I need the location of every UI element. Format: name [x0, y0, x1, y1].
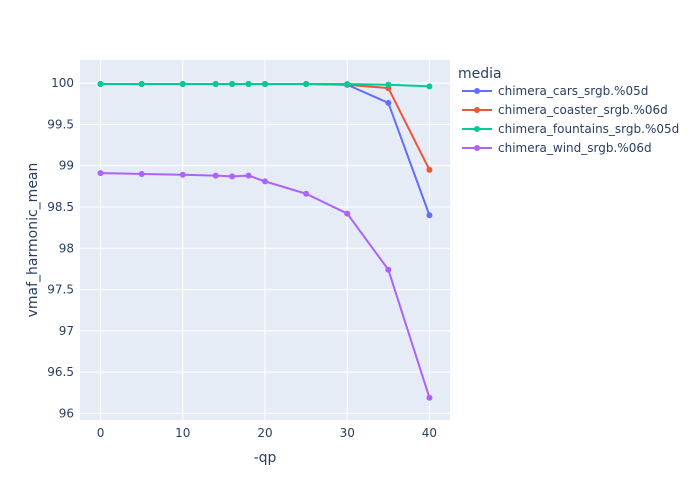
legend-item[interactable]: chimera_cars_srgb.%05d [462, 84, 648, 98]
legend-swatch-marker [474, 107, 480, 113]
data-point [426, 83, 433, 90]
series-layer [97, 80, 433, 401]
legend-label: chimera_fountains_srgb.%05d [498, 122, 679, 136]
x-tick-labels: 0 10 20 30 40 [97, 426, 437, 440]
series-2 [97, 80, 433, 90]
y-tick-label: 97 [59, 324, 74, 338]
y-tick-label: 99 [59, 159, 74, 173]
data-point [212, 80, 219, 87]
data-point [262, 178, 268, 185]
y-tick-labels: 96 96.5 97 97.5 98 98.5 99 99.5 100 [47, 76, 74, 420]
data-point [426, 166, 433, 173]
data-point [262, 80, 268, 87]
legend-label: chimera_cars_srgb.%05d [498, 84, 648, 98]
data-point [426, 394, 433, 401]
legend: media chimera_cars_srgb.%05d chimera_coas… [458, 66, 679, 155]
x-tick-label: 30 [340, 426, 355, 440]
x-tick-label: 40 [422, 426, 437, 440]
y-tick-label: 100 [51, 76, 74, 90]
legend-label: chimera_coaster_srgb.%06d [498, 103, 668, 117]
data-point [385, 266, 392, 273]
data-point [245, 172, 252, 179]
data-point [97, 80, 104, 87]
y-tick-label: 96.5 [47, 365, 74, 379]
data-point [179, 171, 186, 178]
x-gridlines [100, 60, 430, 420]
data-point [212, 172, 219, 179]
x-tick-label: 20 [257, 426, 272, 440]
data-point [303, 80, 310, 87]
legend-label: chimera_wind_srgb.%06d [498, 141, 652, 155]
legend-item[interactable]: chimera_fountains_srgb.%05d [462, 122, 679, 136]
x-tick-label: 0 [97, 426, 105, 440]
data-point [138, 170, 145, 177]
legend-swatch-marker [474, 88, 480, 94]
series-3 [97, 170, 433, 401]
legend-items: chimera_cars_srgb.%05d chimera_coaster_sr… [462, 84, 679, 155]
y-tick-label: 98 [59, 241, 74, 255]
data-point [344, 80, 351, 87]
legend-swatch-marker [474, 145, 480, 151]
y-tick-label: 99.5 [47, 117, 74, 131]
data-point [426, 212, 433, 219]
legend-swatch-marker [474, 126, 480, 132]
data-point [229, 173, 236, 180]
data-point [385, 81, 392, 88]
y-tick-label: 97.5 [47, 283, 74, 297]
legend-title: media [458, 66, 502, 82]
data-point [229, 80, 236, 87]
data-point [344, 210, 351, 217]
data-point [245, 80, 252, 87]
y-axis-title: vmaf_harmonic_mean [25, 163, 41, 318]
y-tick-label: 96 [59, 406, 74, 420]
y-tick-label: 98.5 [47, 200, 74, 214]
x-axis-title: -qp [254, 450, 277, 466]
legend-item[interactable]: chimera_coaster_srgb.%06d [462, 103, 668, 117]
data-point [97, 170, 104, 177]
data-point [138, 80, 145, 87]
data-point [179, 80, 186, 87]
data-point [303, 190, 310, 197]
legend-item[interactable]: chimera_wind_srgb.%06d [462, 141, 652, 155]
x-tick-label: 10 [175, 426, 190, 440]
data-point [385, 99, 392, 106]
